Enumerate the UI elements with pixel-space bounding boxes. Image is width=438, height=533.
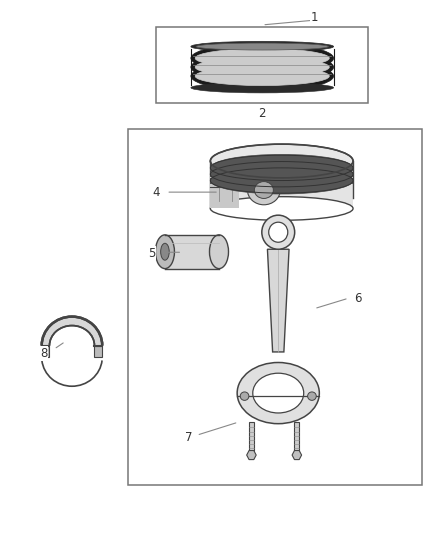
Bar [210,179,353,184]
Ellipse shape [191,43,334,73]
Ellipse shape [210,160,353,188]
Ellipse shape [191,42,334,52]
Polygon shape [95,345,102,357]
Ellipse shape [269,222,288,242]
Ellipse shape [195,49,329,68]
Ellipse shape [191,61,334,91]
Text: 8: 8 [40,347,48,360]
Polygon shape [42,345,49,357]
Bar [210,172,353,177]
Ellipse shape [253,373,304,413]
Ellipse shape [262,215,295,249]
Ellipse shape [191,52,334,82]
Ellipse shape [161,243,169,260]
Ellipse shape [237,362,319,424]
Ellipse shape [254,182,273,198]
Bar [128,130,422,486]
Bar [210,166,353,171]
Bar [210,161,353,208]
Ellipse shape [210,144,353,178]
Ellipse shape [210,155,353,181]
Bar [165,235,219,269]
Ellipse shape [210,167,353,194]
Polygon shape [247,450,256,459]
Ellipse shape [195,67,329,86]
Ellipse shape [240,392,249,400]
Ellipse shape [247,175,280,205]
Text: 1: 1 [311,11,318,24]
Polygon shape [292,450,302,459]
Text: 7: 7 [185,431,192,445]
Bar [294,422,299,451]
Ellipse shape [195,58,329,77]
Bar [249,422,254,451]
Text: 6: 6 [353,292,361,305]
Text: 4: 4 [152,186,160,199]
Ellipse shape [196,43,328,50]
Bar [156,27,368,103]
Ellipse shape [191,83,334,93]
Bar [210,177,239,208]
Ellipse shape [210,197,353,220]
Ellipse shape [155,235,174,269]
Text: 5: 5 [148,247,155,260]
Ellipse shape [307,392,316,400]
Polygon shape [268,249,289,352]
Text: 2: 2 [258,107,266,120]
Ellipse shape [209,235,229,269]
Polygon shape [42,317,102,345]
